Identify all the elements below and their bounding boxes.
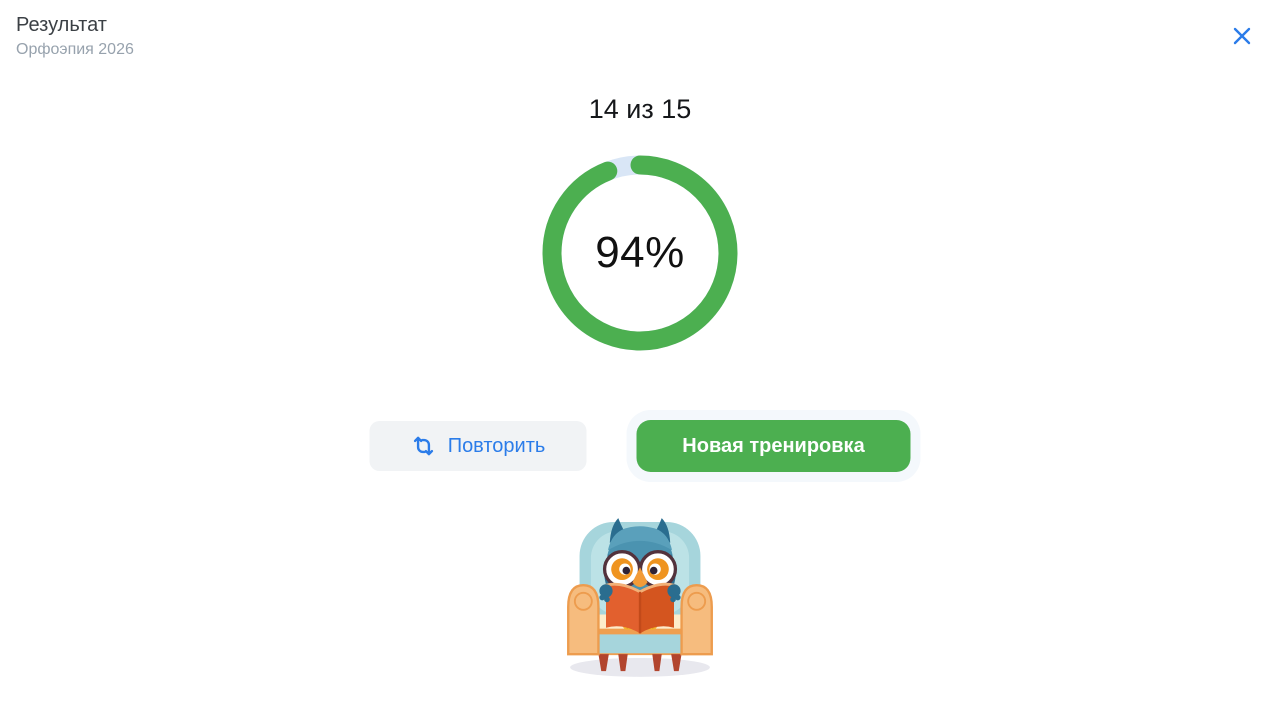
page-subtitle: Орфоэпия 2026 <box>16 41 134 58</box>
repeat-button[interactable]: Повторить <box>369 421 587 471</box>
header: Результат Орфоэпия 2026 <box>16 14 134 59</box>
score-text: 14 из 15 <box>588 94 692 124</box>
page-title: Результат <box>16 14 107 36</box>
close-button[interactable] <box>1224 18 1260 54</box>
illustration-shadow <box>570 657 710 677</box>
new-training-button-label: Новая тренировка <box>682 434 865 457</box>
owl-reading-illustration <box>555 516 725 684</box>
action-buttons: Повторить Новая тренировка <box>369 420 911 472</box>
percent-label: 94% <box>595 228 685 277</box>
progress-ring-value <box>542 155 738 351</box>
repeat-icon <box>414 436 434 456</box>
new-training-button[interactable]: Новая тренировка <box>636 420 911 472</box>
repeat-button-label: Повторить <box>447 434 546 457</box>
progress-ring: 94% <box>542 155 738 351</box>
close-icon <box>1233 27 1251 45</box>
